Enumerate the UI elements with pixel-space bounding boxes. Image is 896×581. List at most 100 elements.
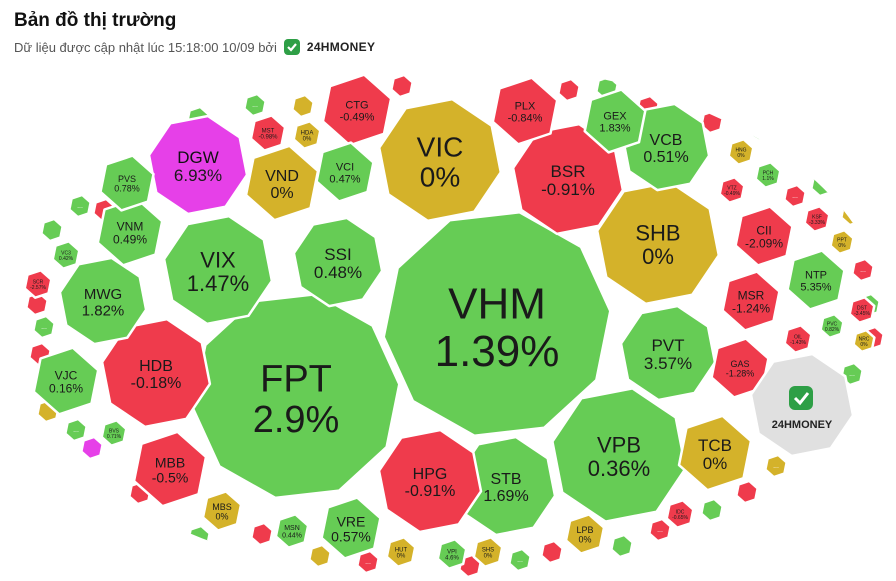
small-stock-cell[interactable] xyxy=(783,184,807,208)
small-stock-cell[interactable] xyxy=(291,94,315,118)
small-stock-cell[interactable] xyxy=(308,544,332,568)
stock-change: 0% xyxy=(484,554,493,560)
small-stock-cell[interactable] xyxy=(810,173,834,197)
stock-ticker: MST xyxy=(262,128,275,134)
stock-shape xyxy=(619,304,717,402)
stock-cell-vtz[interactable]: VTZ-0.49% xyxy=(718,176,746,204)
more-label: ... xyxy=(73,427,79,434)
stock-ticker: VIC xyxy=(417,132,464,163)
small-stock-cell[interactable] xyxy=(851,258,875,282)
stock-ticker: HNG xyxy=(735,147,746,153)
small-stock-cell[interactable] xyxy=(735,480,759,504)
small-stock-cell[interactable] xyxy=(557,78,581,102)
stock-shape xyxy=(385,536,417,568)
stock-shape xyxy=(848,296,876,324)
stock-cell-dst[interactable]: DST-3.45% xyxy=(848,296,876,324)
stock-ticker: MBB xyxy=(155,454,185,470)
stock-cell-mbb[interactable]: MBB-0.5% xyxy=(132,430,208,508)
small-stock-cell[interactable] xyxy=(648,518,672,542)
small-stock-cell[interactable] xyxy=(32,315,56,339)
small-stock-cell[interactable] xyxy=(250,522,274,546)
stock-cell-cii[interactable]: CII-2.09% xyxy=(734,205,794,267)
stock-ticker: DST xyxy=(857,305,867,311)
small-stock-cell[interactable] xyxy=(25,292,49,316)
small-stock-cell[interactable] xyxy=(243,93,267,117)
small-stock-cell[interactable] xyxy=(508,548,532,572)
stock-cell-plx[interactable]: PLX-0.84% xyxy=(491,76,559,146)
small-stock-cell[interactable] xyxy=(540,540,564,564)
stock-shape xyxy=(583,88,647,154)
stock-change: 0.57% xyxy=(331,528,371,544)
small-stock-cell[interactable] xyxy=(840,202,864,226)
stock-ticker: PPT xyxy=(837,237,847,243)
stock-shape xyxy=(32,346,100,416)
stock-cell-idc[interactable]: IDC-0.65% xyxy=(665,499,695,529)
stock-cell-gas[interactable]: GAS-1.28% xyxy=(710,337,770,399)
small-stock-cell[interactable] xyxy=(68,194,92,218)
stock-shape xyxy=(852,328,876,354)
more-label: ... xyxy=(252,102,258,109)
stock-cell-scr[interactable]: SCR-2.57% xyxy=(23,269,53,299)
stock-cell-msr[interactable]: MSR-1.24% xyxy=(721,270,781,332)
stock-cell-ksf[interactable]: KSF-3.33% xyxy=(803,205,831,233)
small-stock-cell[interactable] xyxy=(356,550,380,574)
small-stock-cell[interactable] xyxy=(748,117,772,141)
stock-ticker: MBS xyxy=(212,502,232,512)
stock-ticker: MWG xyxy=(84,286,122,303)
small-stock-cell[interactable] xyxy=(700,498,724,522)
stock-cell-mst[interactable]: MST-0.98% xyxy=(249,114,287,152)
stock-cell-hpg[interactable]: HPG-0.91% xyxy=(377,428,483,534)
stock-ticker: HUT xyxy=(395,547,408,553)
stock-cell-bsr[interactable]: BSR-0.91% xyxy=(511,122,625,236)
stock-ticker: STB xyxy=(490,471,521,488)
small-stock-cell[interactable] xyxy=(764,454,788,478)
stock-shape xyxy=(377,97,503,223)
stock-shape xyxy=(511,122,625,236)
stock-shape xyxy=(292,216,384,308)
stock-ticker: NRC xyxy=(859,336,870,342)
small-stock-cell[interactable] xyxy=(64,418,88,442)
small-stock-cell[interactable] xyxy=(40,218,64,242)
small-stock-cell[interactable] xyxy=(390,74,414,98)
stock-change: 1.47% xyxy=(187,271,249,296)
stock-cell-oil[interactable]: OIL-1.43% xyxy=(783,324,813,354)
stock-change: 0.48% xyxy=(314,263,362,282)
stock-shape xyxy=(23,269,53,299)
small-stock-cell[interactable] xyxy=(80,436,104,460)
small-stock-cell[interactable] xyxy=(610,534,634,558)
